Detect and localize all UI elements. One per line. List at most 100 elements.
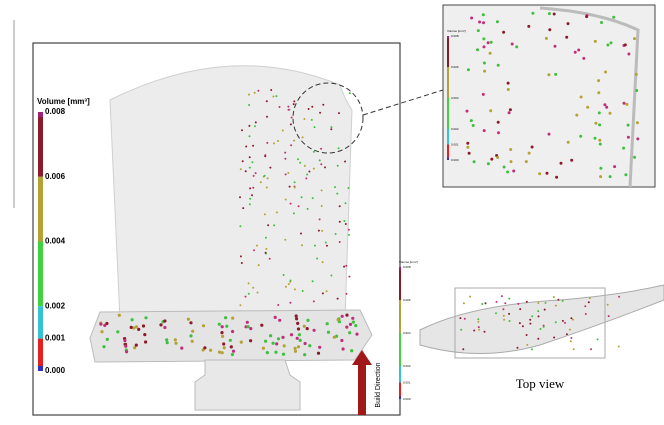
pore — [355, 333, 358, 336]
pore — [302, 136, 304, 138]
pore — [248, 94, 250, 96]
pore — [313, 329, 316, 332]
pore — [303, 353, 306, 356]
pore — [508, 111, 511, 114]
legend-label: 0.006 — [403, 298, 411, 302]
pore — [597, 79, 600, 82]
legend-label: 0.008 — [403, 265, 411, 269]
blade — [110, 66, 352, 320]
pore — [264, 155, 266, 157]
pore — [633, 156, 636, 159]
pore — [293, 103, 295, 105]
pore — [515, 45, 518, 48]
pore — [180, 347, 183, 350]
pore — [588, 301, 590, 303]
pore — [163, 319, 166, 322]
pore — [470, 119, 473, 122]
pore — [598, 123, 601, 126]
pore — [249, 187, 251, 189]
pore — [345, 265, 347, 267]
pore — [477, 29, 480, 32]
pore — [570, 340, 572, 342]
pore — [342, 347, 345, 350]
pore — [314, 126, 316, 128]
pore — [294, 181, 296, 183]
pore — [627, 53, 630, 56]
pore — [607, 304, 609, 306]
pore — [478, 21, 481, 24]
pore — [258, 264, 260, 266]
pore — [249, 135, 251, 137]
pore — [239, 225, 241, 227]
pore — [297, 345, 300, 348]
legend-swatch — [38, 366, 43, 371]
pore — [266, 187, 268, 189]
pore — [252, 145, 254, 147]
pore — [502, 31, 505, 34]
pore — [255, 172, 257, 174]
page: 0.0080.0060.0040.0020.0010.000 Volume [m… — [0, 0, 664, 425]
pore — [553, 296, 555, 298]
pore — [284, 239, 286, 241]
pore — [241, 262, 243, 264]
pore — [572, 319, 574, 321]
pore — [269, 334, 272, 337]
pore — [320, 148, 322, 150]
pore — [606, 44, 609, 47]
pore — [277, 140, 279, 142]
pore — [319, 112, 321, 114]
pore — [131, 318, 134, 321]
pore — [567, 22, 570, 25]
legend-swatch — [447, 36, 449, 38]
pore — [339, 205, 341, 207]
legend-swatch — [447, 158, 449, 160]
pore — [636, 137, 639, 140]
pore — [555, 305, 557, 307]
pore — [594, 40, 597, 43]
pore — [327, 331, 330, 334]
pore — [473, 160, 476, 163]
pore — [574, 51, 577, 54]
pore — [218, 323, 221, 326]
pore — [253, 175, 255, 177]
pore — [566, 333, 568, 335]
legend-swatch — [447, 36, 449, 67]
pore — [281, 336, 284, 339]
pore — [266, 351, 269, 354]
build-direction-label: Build Direction — [375, 362, 382, 407]
pore — [562, 300, 564, 302]
pore — [249, 327, 252, 330]
pore — [604, 71, 607, 74]
pore — [290, 203, 292, 205]
pore — [482, 37, 485, 40]
legend-swatch — [38, 177, 43, 242]
pore — [257, 90, 259, 92]
pore — [125, 350, 128, 353]
pore — [610, 41, 613, 44]
pore — [557, 299, 559, 301]
pore — [526, 344, 528, 346]
pore — [225, 325, 228, 328]
pore — [586, 106, 589, 109]
pore — [544, 309, 546, 311]
pore — [482, 93, 485, 96]
pore — [287, 106, 289, 108]
pore — [296, 322, 299, 325]
pore — [209, 349, 212, 352]
pore — [306, 319, 309, 322]
pore — [624, 173, 627, 176]
pore — [462, 348, 464, 350]
pore — [260, 181, 262, 183]
pore — [249, 203, 251, 205]
pore — [290, 280, 292, 282]
pore — [270, 89, 272, 91]
legend-label: 0.000 — [403, 397, 411, 401]
pore — [599, 167, 602, 170]
pore — [512, 170, 515, 173]
pore — [509, 320, 511, 322]
pore — [326, 290, 328, 292]
pore — [635, 73, 638, 76]
pore — [231, 353, 234, 356]
pore — [326, 245, 328, 247]
